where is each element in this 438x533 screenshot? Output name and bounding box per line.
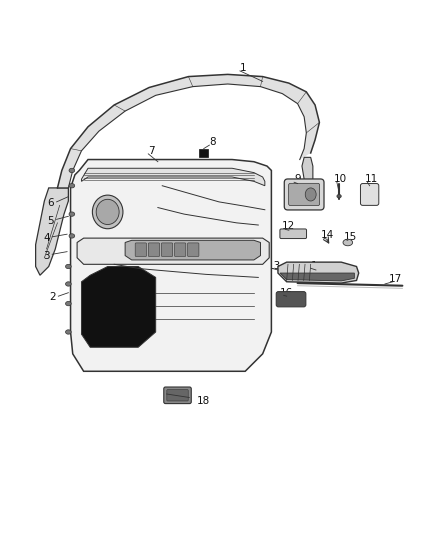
FancyBboxPatch shape xyxy=(360,183,379,205)
Ellipse shape xyxy=(96,199,119,224)
Ellipse shape xyxy=(66,302,71,306)
FancyBboxPatch shape xyxy=(289,183,320,206)
Ellipse shape xyxy=(343,239,353,246)
Text: 3: 3 xyxy=(43,251,50,261)
Text: 4: 4 xyxy=(43,233,50,243)
Ellipse shape xyxy=(69,168,75,173)
Polygon shape xyxy=(302,157,313,183)
Ellipse shape xyxy=(66,330,71,334)
Text: 1: 1 xyxy=(240,63,246,73)
Text: 16: 16 xyxy=(280,288,293,298)
Ellipse shape xyxy=(69,212,75,216)
Text: 1: 1 xyxy=(311,261,318,271)
Polygon shape xyxy=(77,238,269,264)
Text: 9: 9 xyxy=(294,174,301,184)
Text: 10: 10 xyxy=(334,174,347,184)
Polygon shape xyxy=(81,168,265,185)
Text: 2: 2 xyxy=(49,292,56,302)
FancyBboxPatch shape xyxy=(280,229,307,239)
FancyBboxPatch shape xyxy=(161,243,173,256)
FancyBboxPatch shape xyxy=(164,387,191,403)
Text: 12: 12 xyxy=(282,221,296,231)
FancyBboxPatch shape xyxy=(199,149,208,157)
Polygon shape xyxy=(125,240,261,260)
Ellipse shape xyxy=(305,188,316,201)
FancyBboxPatch shape xyxy=(276,292,306,307)
FancyBboxPatch shape xyxy=(174,243,186,256)
FancyBboxPatch shape xyxy=(148,243,159,256)
Text: 7: 7 xyxy=(148,146,155,156)
Text: 6: 6 xyxy=(48,198,54,208)
Ellipse shape xyxy=(66,264,71,269)
Ellipse shape xyxy=(337,195,341,198)
Text: 15: 15 xyxy=(343,232,357,242)
Polygon shape xyxy=(57,75,319,188)
Polygon shape xyxy=(280,273,354,281)
Ellipse shape xyxy=(69,234,75,238)
FancyBboxPatch shape xyxy=(284,179,324,210)
FancyBboxPatch shape xyxy=(135,243,147,256)
Ellipse shape xyxy=(92,195,123,229)
Text: 5: 5 xyxy=(48,216,54,225)
Ellipse shape xyxy=(69,183,75,188)
Polygon shape xyxy=(71,159,272,372)
Text: 13: 13 xyxy=(268,261,282,271)
FancyBboxPatch shape xyxy=(187,243,199,256)
Text: 8: 8 xyxy=(209,137,216,147)
Text: 18: 18 xyxy=(197,395,210,406)
Polygon shape xyxy=(278,262,359,283)
Ellipse shape xyxy=(66,282,71,286)
Text: 14: 14 xyxy=(321,230,334,240)
FancyBboxPatch shape xyxy=(167,390,188,401)
Polygon shape xyxy=(81,266,155,348)
Text: 17: 17 xyxy=(389,274,403,284)
Text: 11: 11 xyxy=(364,174,378,184)
Polygon shape xyxy=(35,188,68,275)
